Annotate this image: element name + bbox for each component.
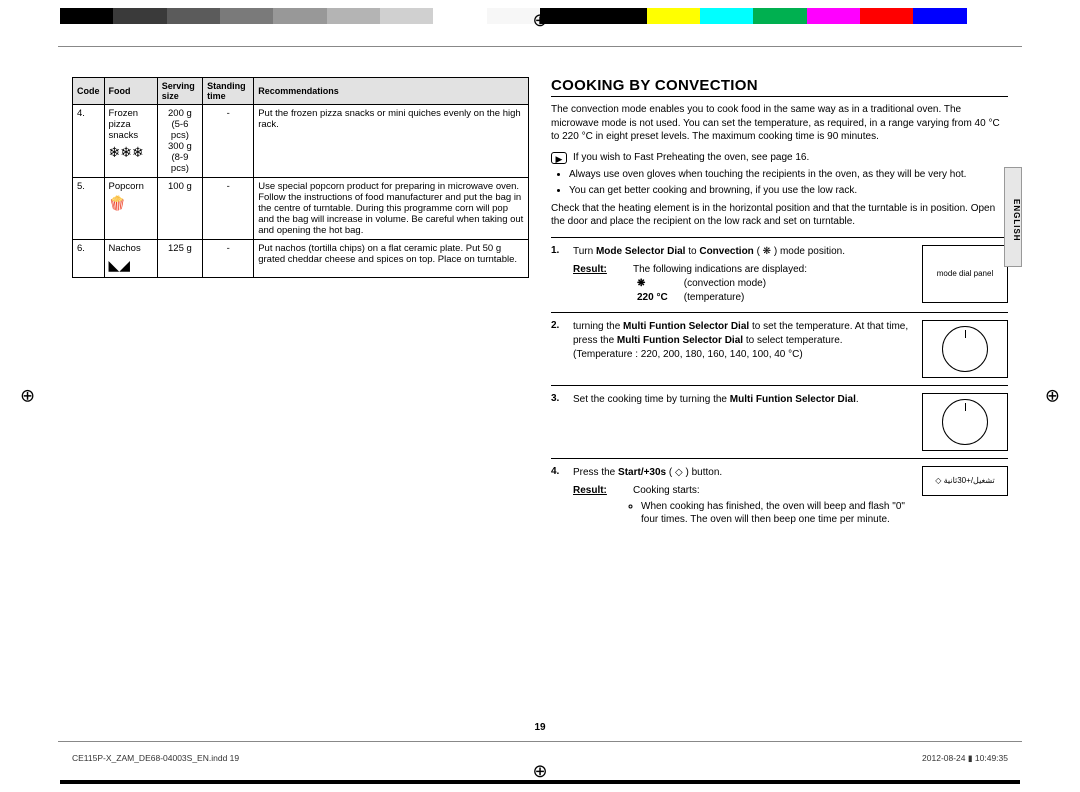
table-cell: 4.	[73, 105, 105, 178]
table-cell: 5.	[73, 178, 105, 240]
table-row: 6.Nachos◣◢125 g-Put nachos (tortilla chi…	[73, 240, 529, 278]
step-item: 4.Press the Start/+30s ( ◇ ) button.Resu…	[551, 458, 1008, 540]
note-text: If you wish to Fast Preheating the oven,…	[573, 152, 809, 164]
table-cell: -	[203, 178, 254, 240]
step-number: 3.	[551, 393, 565, 451]
registration-mark-bottom: ⊕	[532, 761, 547, 782]
footer-left: CE115P-X_ZAM_DE68-04003S_EN.indd 19	[72, 753, 239, 764]
table-header: Food	[104, 78, 157, 105]
table-header: Recommendations	[254, 78, 529, 105]
step-item: 3.Set the cooking time by turning the Mu…	[551, 385, 1008, 458]
table-row: 5.Popcorn🍿100 g-Use special popcorn prod…	[73, 178, 529, 240]
section-title: COOKING BY CONVECTION	[551, 77, 1008, 94]
step-illustration: ◇ تشغيل/+30ثانية	[922, 466, 1008, 496]
print-footer: CE115P-X_ZAM_DE68-04003S_EN.indd 19 2012…	[72, 753, 1008, 764]
table-header-row: CodeFoodServing sizeStanding timeRecomme…	[73, 78, 529, 105]
step-item: 2.turning the Multi Funtion Selector Dia…	[551, 312, 1008, 385]
table-cell: Use special popcorn product for preparin…	[254, 178, 529, 240]
left-column: CodeFoodServing sizeStanding timeRecomme…	[72, 77, 529, 725]
page-content: ENGLISH CodeFoodServing sizeStanding tim…	[58, 46, 1022, 742]
table-cell: Nachos◣◢	[104, 240, 157, 278]
after-bullets: Check that the heating element is in the…	[551, 202, 1008, 229]
table-header: Standing time	[203, 78, 254, 105]
table-cell: 200 g(5-6 pcs)300 g(8-9 pcs)	[157, 105, 202, 178]
table-row: 4.Frozen pizza snacks❄❄❄200 g(5-6 pcs)30…	[73, 105, 529, 178]
result-label: Result:	[573, 484, 623, 498]
table-cell: 125 g	[157, 240, 202, 278]
bottom-bar	[60, 780, 1020, 784]
title-rule	[551, 96, 1008, 97]
result-row: 220 °C (temperature)	[637, 291, 914, 305]
registration-mark-right: ⊕	[1045, 386, 1060, 407]
step-number: 4.	[551, 466, 565, 533]
step-body: Turn Mode Selector Dial to Convection ( …	[573, 245, 914, 305]
table-cell: 6.	[73, 240, 105, 278]
step-item: 1.Turn Mode Selector Dial to Convection …	[551, 237, 1008, 312]
result-row: ❋ (convection mode)	[637, 277, 914, 291]
step-number: 1.	[551, 245, 565, 305]
result-intro: The following indications are displayed:	[633, 263, 807, 277]
table-body: 4.Frozen pizza snacks❄❄❄200 g(5-6 pcs)30…	[73, 105, 529, 278]
bullet-list: Always use oven gloves when touching the…	[551, 168, 1008, 198]
step-illustration	[922, 320, 1008, 378]
table-cell: Put the frozen pizza snacks or mini quic…	[254, 105, 529, 178]
note-icon: ▶	[551, 152, 567, 164]
step-number: 2.	[551, 320, 565, 378]
step-body: Set the cooking time by turning the Mult…	[573, 393, 914, 451]
steps-list: 1.Turn Mode Selector Dial to Convection …	[551, 237, 1008, 540]
result-label: Result:	[573, 263, 623, 277]
table-cell: -	[203, 240, 254, 278]
step-body: Press the Start/+30s ( ◇ ) button.Result…	[573, 466, 914, 533]
registration-mark-left: ⊕	[20, 386, 35, 407]
step-illustration: mode dial panel	[922, 245, 1008, 303]
result-bullet: When cooking has finished, the oven will…	[641, 500, 914, 527]
step-body: turning the Multi Funtion Selector Dial …	[573, 320, 914, 378]
footer-right: 2012-08-24 ▮ 10:49:35	[922, 753, 1008, 764]
bullet-item: Always use oven gloves when touching the…	[569, 168, 1008, 182]
bullet-item: You can get better cooking and browning,…	[569, 184, 1008, 198]
food-table: CodeFoodServing sizeStanding timeRecomme…	[72, 77, 529, 278]
table-header: Serving size	[157, 78, 202, 105]
table-header: Code	[73, 78, 105, 105]
page-number: 19	[534, 722, 545, 733]
registration-mark-top: ⊕	[532, 10, 547, 31]
table-cell: -	[203, 105, 254, 178]
table-cell: 100 g	[157, 178, 202, 240]
intro-paragraph: The convection mode enables you to cook …	[551, 103, 1008, 144]
language-tab: ENGLISH	[1004, 167, 1022, 267]
table-cell: Popcorn🍿	[104, 178, 157, 240]
note-row: ▶ If you wish to Fast Preheating the ove…	[551, 152, 1008, 164]
result-intro: Cooking starts:	[633, 484, 700, 498]
table-cell: Put nachos (tortilla chips) on a flat ce…	[254, 240, 529, 278]
table-cell: Frozen pizza snacks❄❄❄	[104, 105, 157, 178]
step-illustration	[922, 393, 1008, 451]
right-column: COOKING BY CONVECTION The convection mod…	[551, 77, 1008, 725]
